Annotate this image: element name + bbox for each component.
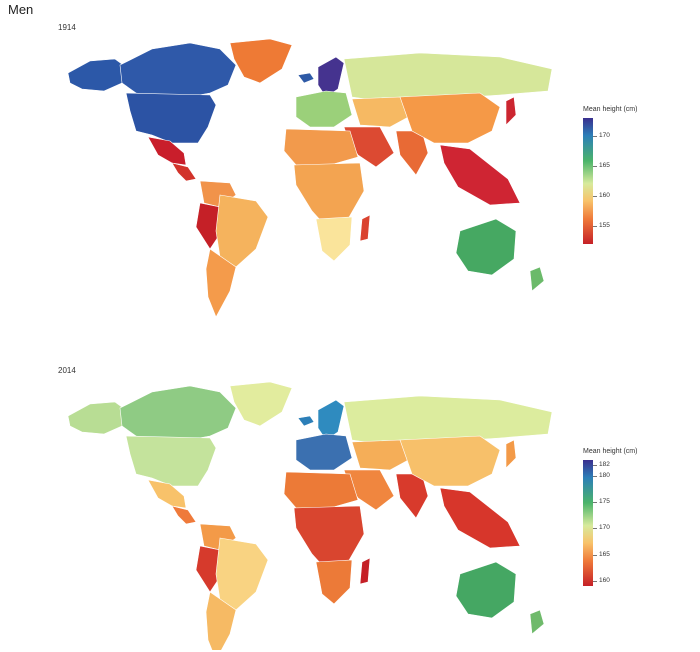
page-title: Men: [8, 2, 34, 17]
region-japan: [505, 439, 517, 469]
region-australia: [455, 218, 517, 276]
region-alaska: [67, 58, 127, 92]
region-madagascar: [359, 557, 371, 585]
region-australia: [455, 561, 517, 619]
region-japan: [505, 96, 517, 126]
height-legend-2014: Mean height (cm) 182 180 175 170 165 160: [583, 448, 663, 588]
region-canada: [119, 42, 237, 98]
region-central-america: [171, 162, 197, 182]
panel-year-label: 2014: [58, 366, 76, 375]
region-alaska: [67, 401, 127, 435]
legend-tick-label: 170: [593, 524, 610, 532]
region-southeast-asia: [439, 144, 521, 206]
legend-color-bar: [583, 118, 593, 244]
region-peru-ecuador: [195, 545, 223, 593]
region-mexico: [147, 136, 187, 166]
legend-tick-label: 175: [593, 498, 610, 505]
region-brazil: [215, 194, 269, 268]
region-central-asia: [351, 439, 413, 471]
legend-tick-label: 155: [593, 222, 610, 229]
legend-tick-label: 160: [593, 576, 610, 584]
region-greenland: [229, 38, 293, 84]
region-india: [395, 130, 429, 176]
legend-tick-label: 182: [593, 461, 610, 469]
region-madagascar: [359, 214, 371, 242]
panel-year-label: 1914: [58, 23, 76, 32]
region-southern-cone: [205, 591, 237, 650]
region-north-africa: [283, 471, 359, 509]
region-china: [399, 92, 501, 144]
region-southern-africa: [315, 559, 353, 605]
height-legend-1914: Mean height (cm) 170 165 160 155: [583, 106, 663, 246]
region-central-asia: [351, 96, 413, 128]
region-central-america: [171, 505, 197, 525]
region-russia: [343, 395, 553, 445]
region-india: [395, 473, 429, 519]
region-southeast-asia: [439, 487, 521, 549]
world-choropleth-map-2014: [67, 381, 553, 650]
region-canada: [119, 385, 237, 441]
legend-tick-label: 160: [593, 192, 610, 199]
region-new-zealand: [529, 266, 545, 292]
region-iceland: [297, 72, 315, 84]
legend-tick-label: 165: [593, 550, 610, 558]
region-new-zealand: [529, 609, 545, 635]
region-western-europe: [295, 433, 353, 471]
region-mexico: [147, 479, 187, 509]
region-greenland: [229, 381, 293, 427]
legend-tick-label: 165: [593, 162, 610, 169]
region-china: [399, 435, 501, 487]
region-north-africa: [283, 128, 359, 166]
region-western-europe: [295, 90, 353, 128]
region-peru-ecuador: [195, 202, 223, 250]
region-southern-cone: [205, 248, 237, 318]
region-iceland: [297, 415, 315, 427]
region-southern-africa: [315, 216, 353, 262]
legend-color-bar: [583, 460, 593, 586]
region-united-states: [125, 435, 217, 487]
region-brazil: [215, 537, 269, 611]
legend-tick-label: 170: [593, 132, 610, 139]
legend-tick-label: 180: [593, 471, 610, 479]
legend-title: Mean height (cm): [583, 448, 638, 455]
region-scandinavia: [317, 399, 345, 441]
region-scandinavia: [317, 56, 345, 98]
region-russia: [343, 52, 553, 102]
region-united-states: [125, 92, 217, 144]
world-choropleth-map-1914: [67, 38, 553, 318]
legend-title: Mean height (cm): [583, 106, 638, 113]
